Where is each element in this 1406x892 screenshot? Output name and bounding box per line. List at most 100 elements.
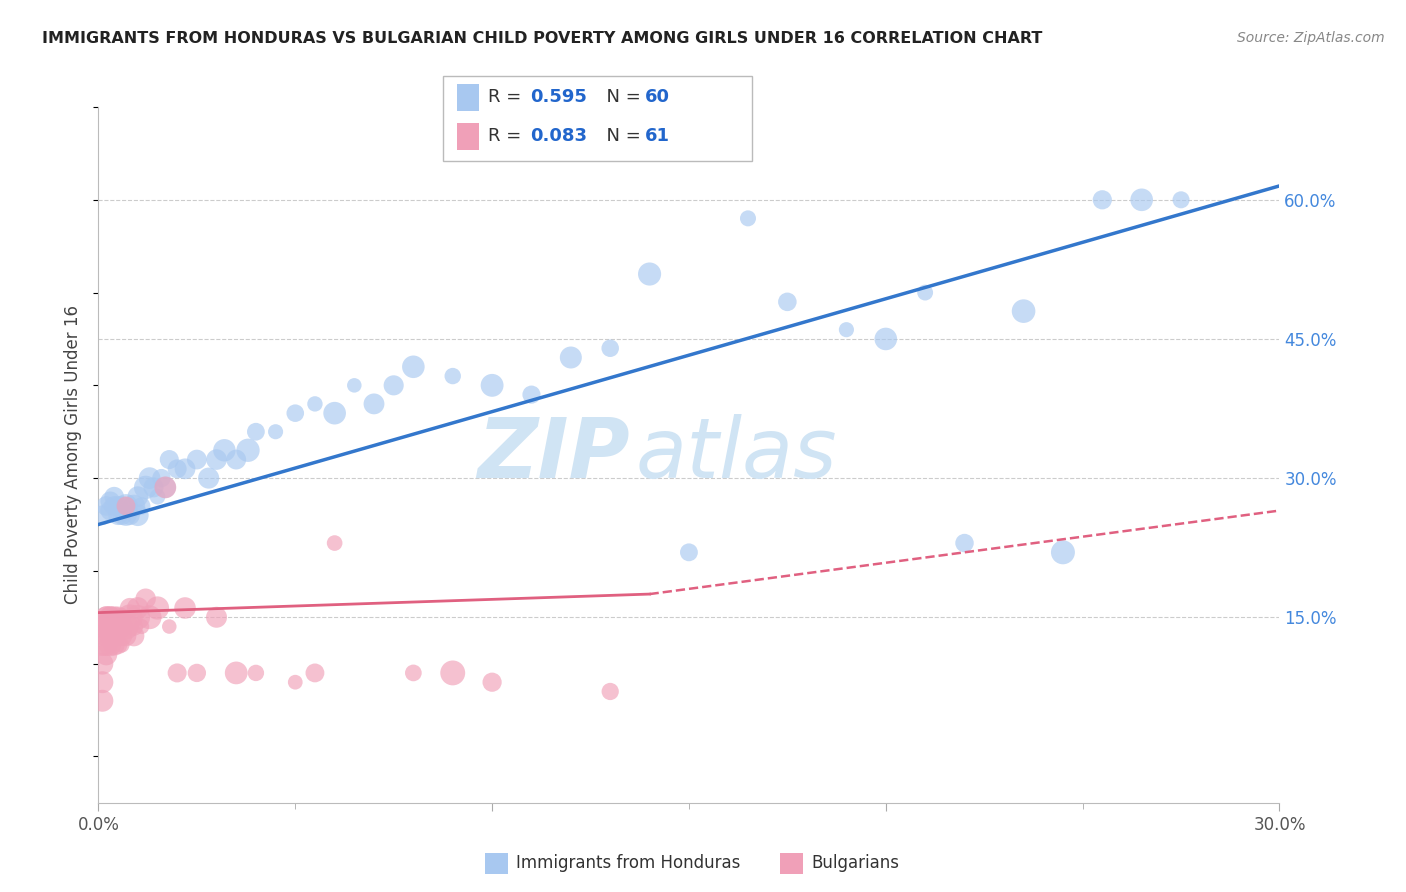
Point [127,610,149,624]
Point [166,665,188,680]
Point [304,397,326,411]
Point [111,499,134,513]
Point [91,638,114,652]
Point [953,536,976,550]
Point [98,629,121,643]
Point [103,499,125,513]
Point [402,359,425,374]
Point [131,619,153,633]
Point [264,425,287,439]
Point [91,657,114,671]
Point [197,471,219,485]
Point [138,471,160,485]
Point [284,406,307,420]
Point [157,619,180,633]
Point [343,378,366,392]
Point [111,629,134,643]
Point [875,332,897,346]
Point [225,452,247,467]
Point [98,619,121,633]
Point [103,610,125,624]
Point [107,619,129,633]
Point [155,480,177,494]
Point [115,629,138,643]
Point [146,601,169,615]
Point [96,638,118,652]
Point [599,341,621,355]
Point [481,675,503,690]
Point [111,508,134,523]
Point [441,369,464,384]
Point [245,665,267,680]
Point [107,508,129,523]
Point [98,494,121,508]
Point [96,648,118,662]
Point [103,490,125,504]
Point [96,610,118,624]
Text: IMMIGRANTS FROM HONDURAS VS BULGARIAN CHILD POVERTY AMONG GIRLS UNDER 16 CORRELA: IMMIGRANTS FROM HONDURAS VS BULGARIAN CH… [42,31,1043,46]
Point [205,452,228,467]
Point [111,638,134,652]
Point [1012,304,1035,318]
Point [776,294,799,309]
Point [284,675,307,690]
Point [323,536,346,550]
Point [520,387,543,401]
Point [111,610,134,624]
Text: ZIP: ZIP [477,415,630,495]
Point [441,665,464,680]
Point [91,675,114,690]
Point [560,351,582,365]
Text: N =: N = [595,88,647,106]
Point [96,499,118,513]
Point [678,545,700,559]
Point [142,480,165,494]
Text: R =: R = [488,128,527,145]
Text: atlas: atlas [636,415,838,495]
Point [96,610,118,624]
Point [107,638,129,652]
Point [186,452,208,467]
Point [155,480,177,494]
Point [96,619,118,633]
Text: 0.595: 0.595 [530,88,586,106]
Point [363,397,385,411]
Point [135,591,157,606]
Point [135,480,157,494]
Point [118,610,141,624]
Point [118,601,141,615]
Point [1091,193,1114,207]
Point [914,285,936,300]
Text: Bulgarians: Bulgarians [811,855,900,872]
Point [402,665,425,680]
Point [304,665,326,680]
Point [122,499,145,513]
Point [107,629,129,643]
Point [323,406,346,420]
Point [103,638,125,652]
Point [186,665,208,680]
Text: Immigrants from Honduras: Immigrants from Honduras [516,855,741,872]
Point [127,508,149,523]
Text: Source: ZipAtlas.com: Source: ZipAtlas.com [1237,31,1385,45]
Point [103,629,125,643]
Point [107,499,129,513]
Point [96,619,118,633]
Point [131,499,153,513]
Point [103,619,125,633]
Point [127,601,149,615]
Point [96,629,118,643]
Point [91,694,114,708]
Point [98,619,121,633]
Point [599,684,621,698]
Point [122,619,145,633]
Point [481,378,503,392]
Point [245,425,267,439]
Point [115,508,138,523]
Point [98,503,121,517]
Point [98,610,121,624]
Point [638,267,661,281]
Point [174,601,197,615]
Text: 60: 60 [645,88,671,106]
Point [107,619,129,633]
